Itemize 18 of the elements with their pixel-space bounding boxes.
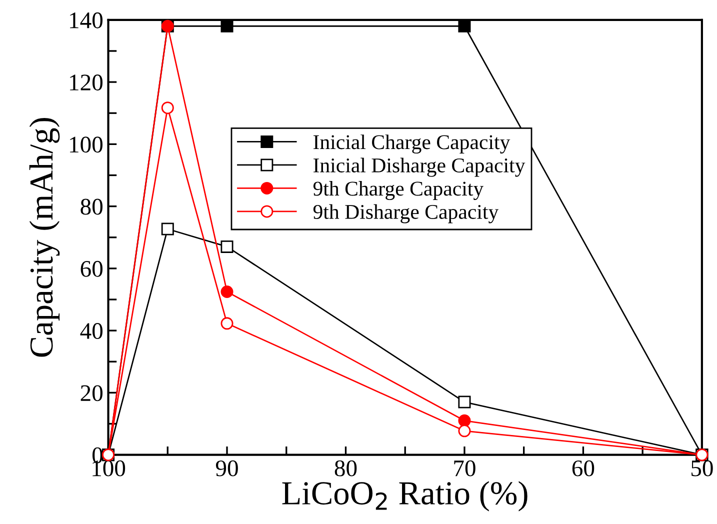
legend-label: Inicial Charge Capacity [313,134,510,154]
x-tick-label: 90 [216,460,238,476]
x-tick-label: 70 [454,460,476,476]
x-axis-title: LiCoO$_{2}$ Ratio (%) [282,481,528,512]
y-tick-label: 80 [80,198,103,215]
y-axis-title: Capacity (mAh/g) [29,118,60,357]
y-tick-label: 20 [80,385,103,402]
legend-label: 9th Charge Capacity [313,181,484,200]
legend-label: Inicial Disharge Capacity [313,158,526,177]
legend-label: 9th Disharge Capacity [313,204,499,224]
y-tick-label: 100 [70,136,103,153]
x-tick-label: 60 [572,460,594,476]
x-tick-label: 50 [692,460,713,476]
y-tick-label: 120 [70,74,103,90]
y-tick-label: 140 [70,12,103,28]
x-tick-label: 80 [334,460,357,476]
y-tick-label: 40 [80,323,103,339]
y-tick-label: 60 [80,260,103,277]
